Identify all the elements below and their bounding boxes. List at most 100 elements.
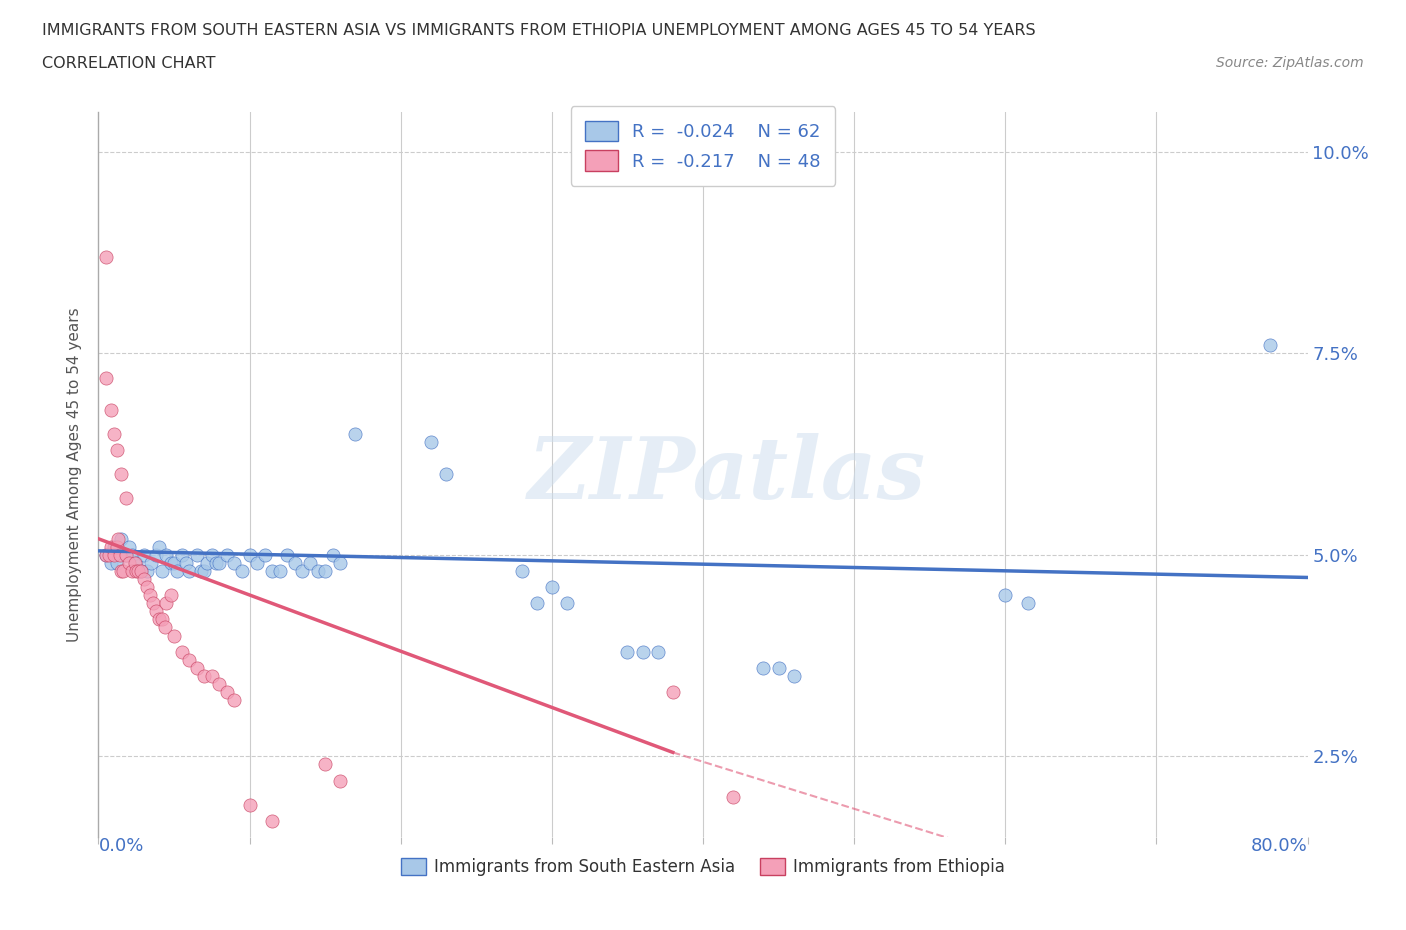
Point	[118, 555, 141, 570]
Point	[127, 564, 149, 578]
Point	[193, 669, 215, 684]
Point	[142, 596, 165, 611]
Text: ZIPatlas: ZIPatlas	[529, 432, 927, 516]
Point	[783, 669, 806, 684]
Point	[434, 467, 457, 482]
Point	[94, 249, 117, 264]
Point	[114, 548, 136, 563]
Point	[344, 427, 367, 442]
Point	[540, 579, 562, 594]
Point	[103, 539, 125, 554]
Point	[100, 539, 122, 554]
Point	[1017, 596, 1039, 611]
Point	[215, 684, 238, 699]
Point	[94, 370, 117, 385]
Point	[100, 403, 122, 418]
Point	[723, 790, 745, 804]
Point	[195, 555, 218, 570]
Point	[118, 539, 141, 554]
Point	[768, 660, 790, 675]
Point	[186, 548, 208, 563]
Point	[98, 548, 121, 563]
Point	[239, 548, 262, 563]
Point	[163, 628, 186, 643]
Point	[150, 564, 173, 578]
Point	[752, 660, 775, 675]
Y-axis label: Unemployment Among Ages 45 to 54 years: Unemployment Among Ages 45 to 54 years	[67, 307, 83, 642]
Point	[150, 612, 173, 627]
Point	[103, 427, 125, 442]
Text: 80.0%: 80.0%	[1251, 837, 1308, 855]
Text: Source: ZipAtlas.com: Source: ZipAtlas.com	[1216, 56, 1364, 70]
Point	[262, 814, 284, 829]
Point	[110, 467, 132, 482]
Point	[148, 612, 170, 627]
Point	[132, 572, 155, 587]
Point	[329, 555, 352, 570]
Point	[262, 564, 284, 578]
Point	[105, 555, 128, 570]
Point	[105, 443, 128, 458]
Point	[631, 644, 654, 659]
Point	[163, 555, 186, 570]
Point	[114, 548, 136, 563]
Point	[253, 548, 276, 563]
Point	[224, 693, 246, 708]
Point	[299, 555, 322, 570]
Point	[276, 548, 298, 563]
Point	[145, 548, 167, 563]
Point	[170, 644, 193, 659]
Point	[94, 548, 117, 563]
Point	[108, 548, 131, 563]
Point	[224, 555, 246, 570]
Point	[114, 491, 136, 506]
Point	[135, 564, 157, 578]
Point	[145, 604, 167, 618]
Point	[124, 555, 146, 570]
Point	[148, 539, 170, 554]
Point	[111, 564, 134, 578]
Point	[132, 548, 155, 563]
Point	[160, 555, 183, 570]
Point	[647, 644, 669, 659]
Point	[166, 564, 188, 578]
Point	[125, 555, 148, 570]
Point	[510, 564, 533, 578]
Point	[103, 548, 125, 563]
Point	[314, 564, 336, 578]
Point	[231, 564, 253, 578]
Point	[135, 579, 157, 594]
Point	[1258, 338, 1281, 352]
Point	[208, 555, 231, 570]
Point	[155, 596, 177, 611]
Point	[215, 548, 238, 563]
Point	[246, 555, 269, 570]
Point	[129, 564, 152, 578]
Point	[555, 596, 578, 611]
Point	[420, 434, 443, 449]
Text: IMMIGRANTS FROM SOUTH EASTERN ASIA VS IMMIGRANTS FROM ETHIOPIA UNEMPLOYMENT AMON: IMMIGRANTS FROM SOUTH EASTERN ASIA VS IM…	[42, 23, 1036, 38]
Point	[153, 620, 176, 635]
Point	[107, 531, 129, 546]
Point	[239, 797, 262, 812]
Point	[994, 588, 1017, 603]
Point	[201, 548, 224, 563]
Point	[170, 548, 193, 563]
Point	[616, 644, 638, 659]
Point	[174, 555, 197, 570]
Point	[155, 548, 177, 563]
Point	[201, 669, 224, 684]
Point	[129, 564, 152, 578]
Text: 0.0%: 0.0%	[98, 837, 143, 855]
Point	[322, 548, 344, 563]
Point	[526, 596, 548, 611]
Point	[121, 548, 143, 563]
Point	[314, 757, 336, 772]
Point	[205, 555, 228, 570]
Point	[186, 660, 208, 675]
Point	[661, 684, 683, 699]
Point	[208, 676, 231, 691]
Point	[139, 588, 162, 603]
Point	[94, 548, 117, 563]
Point	[179, 652, 201, 667]
